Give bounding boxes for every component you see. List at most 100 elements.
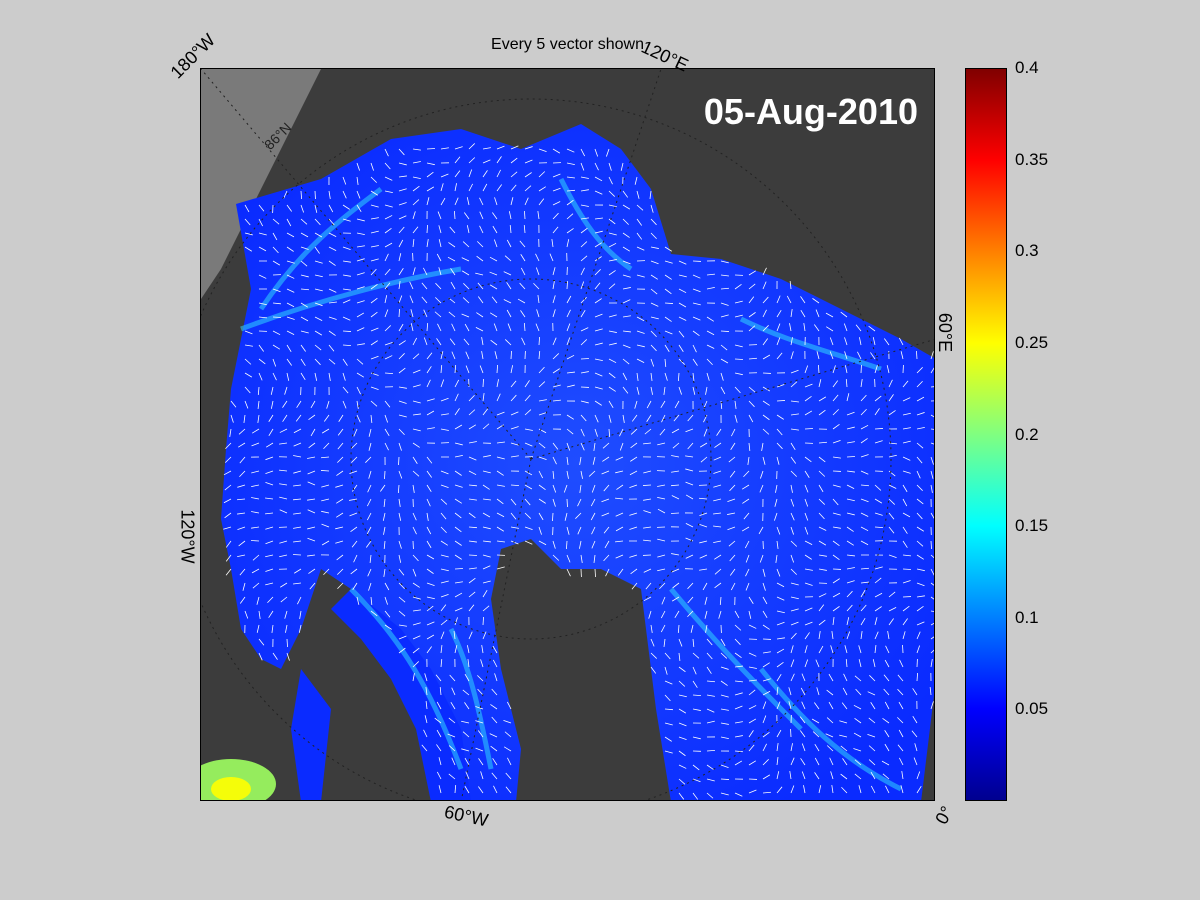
drift-vector [608,414,612,423]
drift-vector [286,204,293,212]
drift-vector [520,310,526,318]
drift-vector [351,540,358,548]
drift-vector [412,526,417,535]
drift-vector [650,344,657,352]
drift-vector [350,568,358,575]
drift-vector [300,288,310,291]
drift-vector [265,456,274,461]
drift-vector [524,172,532,178]
drift-vector [678,330,685,338]
drift-vector [832,578,840,584]
drift-vector [664,680,673,685]
drift-vector [734,792,743,797]
drift-vector [384,295,388,304]
drift-vector [748,718,757,724]
drift-vector [466,225,470,234]
drift-vector [643,539,652,542]
drift-vector [537,295,540,304]
drift-vector [265,568,274,572]
drift-vector [293,582,302,585]
drift-vector [238,428,246,435]
drift-vector [368,442,372,451]
drift-vector [774,498,778,507]
drift-vector [271,624,274,633]
lon-line [460,458,532,800]
drift-vector [622,204,631,210]
drift-vector [580,371,589,374]
drift-vector [788,687,792,696]
drift-vector [804,470,810,478]
drift-vector [844,365,848,374]
drift-vector [506,239,512,248]
drift-vector [476,312,484,318]
drift-vector [748,666,757,669]
drift-vector [748,652,757,657]
drift-vector [888,394,894,402]
drift-vector [314,232,323,238]
drift-vector [622,315,631,318]
drift-vector [776,582,785,588]
drift-vector [440,540,448,546]
drift-vector [336,470,344,476]
drift-vector [870,352,876,360]
drift-vector [897,717,904,724]
drift-vector [524,484,533,490]
drift-vector [930,568,934,576]
drift-vector [477,688,484,696]
drift-vector [832,617,835,626]
drift-vector [426,634,435,640]
lon-label-0: 0° [931,802,958,828]
colorbar-tick-label: 0.1 [1015,607,1039,627]
drift-vector [536,309,540,318]
drift-vector [464,323,470,332]
drift-vector [580,241,588,248]
drift-vector [580,189,589,192]
drift-vector [622,190,629,198]
drift-vector [790,526,794,535]
drift-vector [883,688,890,696]
drift-vector [342,299,351,304]
drift-vector [706,792,714,799]
drift-vector [384,428,390,437]
drift-vector [804,428,814,430]
drift-vector [272,358,277,367]
drift-vector [465,351,470,360]
drift-vector [860,526,869,532]
drift-vector [398,202,407,206]
drift-vector [742,498,750,504]
drift-vector [286,358,292,366]
drift-vector [468,567,477,570]
drift-vector [846,526,854,532]
drift-vector [914,743,918,752]
drift-vector [383,498,386,507]
drift-vector [454,581,463,584]
drift-vector [706,666,712,674]
drift-vector [328,358,336,365]
drift-vector [538,484,546,490]
drift-vector [634,176,638,185]
drift-vector [398,442,402,451]
drift-vector [258,638,265,646]
drift-vector [538,381,546,388]
drift-vector [860,438,868,444]
drift-vector [477,730,484,738]
drift-vector [629,554,638,558]
drift-vector [370,162,374,171]
drift-vector [650,204,654,213]
drift-vector [826,326,834,332]
drift-vector [538,540,547,546]
drift-vector [829,337,834,346]
speed-streak [739,316,882,372]
drift-vector [762,662,770,668]
sea-ice-channel [331,589,471,800]
drift-vector [916,512,923,520]
drift-vector [468,540,477,543]
drift-vector [930,636,934,640]
drift-vector [580,414,587,422]
drift-vector [678,750,686,757]
drift-vector [776,648,785,654]
drift-vector [468,512,476,519]
drift-vector [524,512,532,519]
drift-vector [629,526,638,530]
drift-vector [398,568,405,576]
